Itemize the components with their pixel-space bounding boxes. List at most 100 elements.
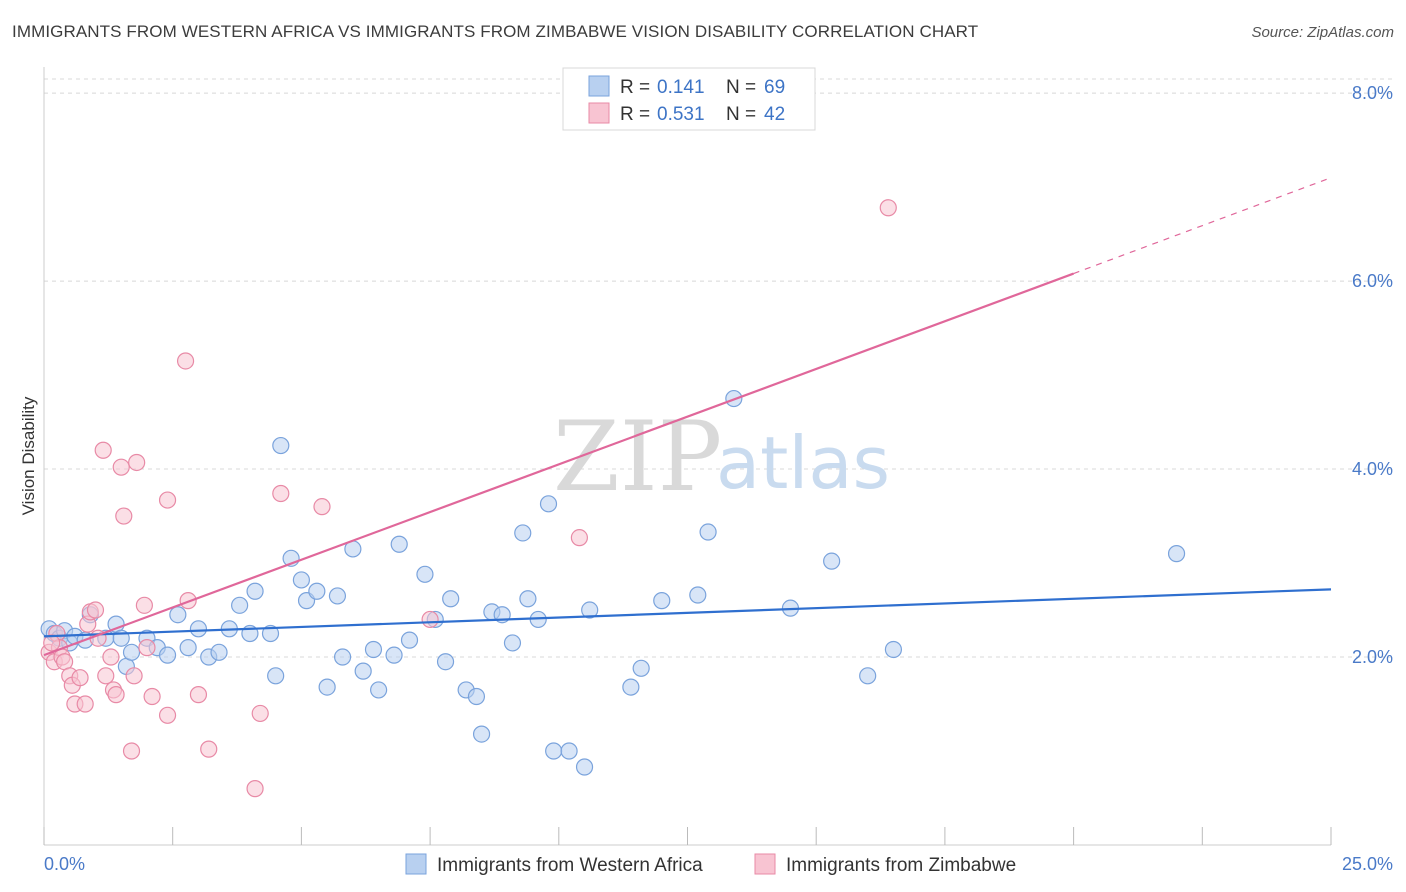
- point-western-africa-51: [503, 634, 522, 652]
- y-tick-label-2: 6.0%: [1352, 271, 1393, 291]
- point-zimbabwe-29: [158, 706, 177, 724]
- legend-swatch-pink: [588, 102, 610, 124]
- watermark-atlas: atlas: [716, 421, 890, 505]
- legend-r-value-pink: 0.531: [657, 104, 705, 125]
- point-western-africa-12: [122, 643, 141, 661]
- point-zimbabwe-24: [128, 453, 146, 472]
- point-western-africa-62: [653, 592, 671, 610]
- point-western-africa-59: [581, 601, 599, 619]
- point-western-africa-48: [472, 725, 491, 743]
- trend-line-extension-zimbabwe: [1073, 177, 1332, 275]
- y-tick-label-0: 2.0%: [1352, 647, 1393, 667]
- point-zimbabwe-23: [125, 667, 143, 685]
- point-western-africa-36: [354, 662, 372, 680]
- x-tick-label-1: 25.0%: [1342, 854, 1393, 874]
- point-western-africa-47: [467, 687, 486, 706]
- legend-r-label-blue: R =: [620, 77, 650, 98]
- point-western-africa-32: [318, 678, 336, 696]
- point-western-africa-27: [272, 436, 290, 455]
- legend-r-value-blue: 0.141: [657, 77, 705, 98]
- legend-r-label-pink: R =: [620, 104, 650, 125]
- legend: R = 0.141 N = 69 R = 0.531 N = 42: [562, 67, 816, 131]
- y-tick-label-3: 8.0%: [1352, 83, 1393, 103]
- point-zimbabwe-32: [189, 686, 208, 704]
- point-zimbabwe-20: [112, 458, 130, 476]
- point-western-africa-67: [823, 552, 841, 570]
- trend-line-western-africa: [43, 588, 1332, 638]
- point-western-africa-38: [370, 681, 388, 699]
- grid-lines: [44, 78, 1392, 658]
- point-western-africa-34: [333, 648, 352, 666]
- point-western-africa-37: [364, 640, 383, 659]
- point-western-africa-58: [575, 758, 594, 776]
- x-tick-label-0: 0.0%: [44, 854, 85, 874]
- legend-n-label-blue: N =: [726, 77, 756, 98]
- point-western-africa-31: [308, 582, 326, 600]
- point-western-africa-61: [632, 659, 650, 677]
- point-western-africa-15: [158, 646, 177, 664]
- chart-title: IMMIGRANTS FROM WESTERN AFRICA VS IMMIGR…: [12, 22, 979, 41]
- y-tick-labels: 2.0% 4.0% 6.0% 8.0%: [1352, 83, 1393, 667]
- point-western-africa-63: [689, 586, 707, 604]
- legend-n-value-blue: 69: [764, 77, 785, 98]
- point-zimbabwe-9: [71, 669, 89, 687]
- point-western-africa-40: [390, 535, 408, 553]
- point-zimbabwe-17: [102, 648, 120, 666]
- point-zimbabwe-16: [97, 667, 115, 685]
- point-western-africa-25: [261, 624, 280, 643]
- point-western-africa-22: [231, 596, 249, 614]
- point-western-africa-53: [519, 590, 537, 608]
- point-western-africa-56: [545, 742, 563, 760]
- point-zimbabwe-26: [138, 639, 156, 657]
- point-zimbabwe-38: [421, 610, 439, 629]
- point-zimbabwe-10: [76, 695, 94, 713]
- point-western-africa-69: [884, 640, 903, 659]
- trend-lines: [43, 177, 1332, 657]
- point-western-africa-39: [385, 646, 403, 664]
- point-western-africa-26: [267, 667, 285, 685]
- legend-swatch-blue: [588, 75, 610, 97]
- point-zimbabwe-40: [879, 199, 897, 217]
- point-zimbabwe-34: [246, 780, 264, 798]
- y-tick-label-1: 4.0%: [1352, 459, 1393, 479]
- point-zimbabwe-28: [158, 491, 177, 509]
- point-western-africa-45: [442, 590, 460, 608]
- watermark: ZIP atlas: [553, 401, 890, 513]
- point-western-africa-17: [179, 639, 197, 657]
- point-western-africa-42: [416, 565, 434, 583]
- point-western-africa-20: [210, 643, 228, 661]
- point-zimbabwe-13: [86, 601, 105, 619]
- point-western-africa-33: [328, 587, 347, 605]
- legend-n-value-pink: 42: [764, 104, 785, 125]
- point-zimbabwe-22: [122, 742, 141, 760]
- point-western-africa-55: [539, 495, 558, 513]
- point-zimbabwe-37: [313, 498, 331, 516]
- point-zimbabwe-36: [272, 484, 290, 503]
- point-western-africa-16: [169, 606, 187, 624]
- point-western-africa-41: [400, 631, 419, 649]
- point-western-africa-52: [514, 524, 532, 542]
- point-western-africa-29: [292, 571, 310, 589]
- series-label-zimbabwe: Immigrants from Zimbabwe: [786, 855, 1016, 876]
- point-zimbabwe-25: [135, 596, 153, 614]
- point-zimbabwe-39: [570, 529, 588, 547]
- point-zimbabwe-27: [143, 687, 161, 706]
- axes: [43, 67, 1332, 846]
- series-label-western-africa: Immigrants from Western Africa: [437, 855, 703, 876]
- point-western-africa-70: [1167, 545, 1186, 563]
- series-swatch-zimbabwe: [754, 853, 776, 875]
- point-zimbabwe-30: [176, 352, 195, 370]
- point-western-africa-18: [189, 620, 208, 638]
- point-zimbabwe-19: [107, 686, 125, 704]
- point-western-africa-24: [246, 582, 264, 600]
- series-swatch-western-africa: [405, 853, 427, 875]
- point-zimbabwe-33: [200, 740, 218, 758]
- point-zimbabwe-21: [115, 507, 133, 525]
- point-western-africa-64: [699, 523, 717, 541]
- trend-line-zimbabwe: [43, 272, 1074, 657]
- point-zimbabwe-41: [43, 634, 61, 652]
- point-zimbabwe-35: [251, 704, 269, 723]
- y-axis-label: Vision Disability: [19, 396, 38, 515]
- series-legend: Immigrants from Western Africa Immigrant…: [405, 853, 1016, 876]
